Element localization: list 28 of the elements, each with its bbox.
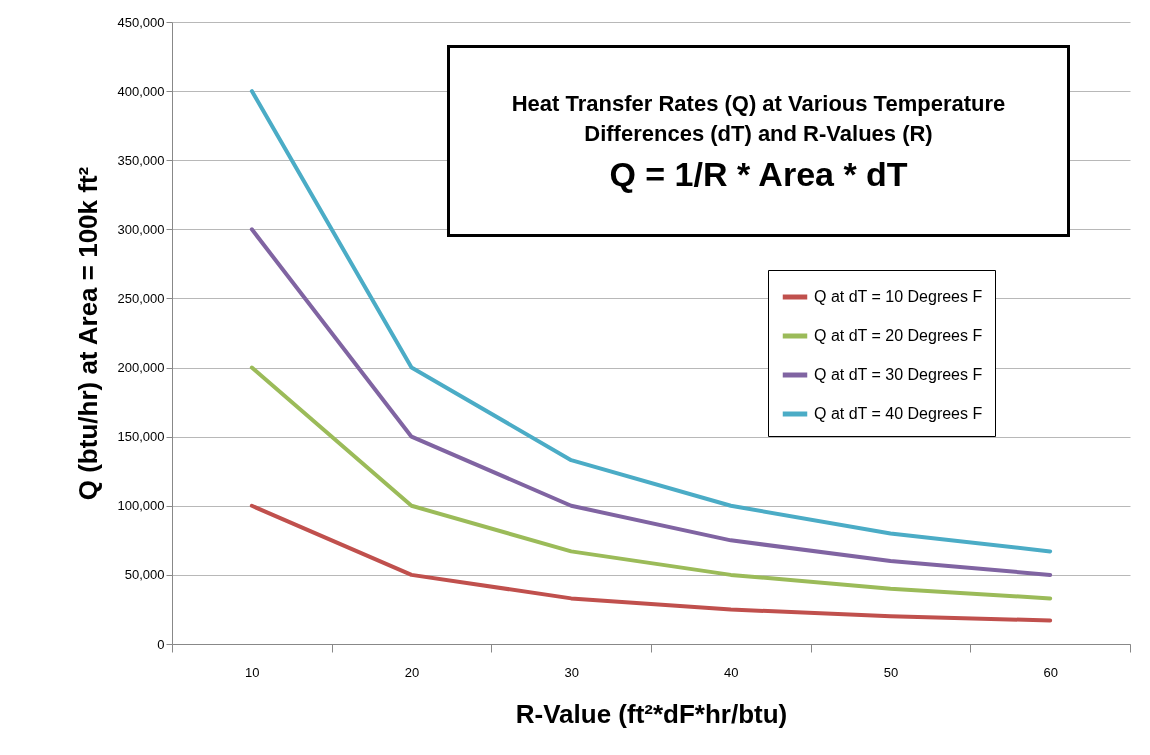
legend-label: Q at dT = 20 Degrees F [814, 327, 983, 344]
x-tick-label: 40 [724, 664, 739, 680]
x-tick-label: 10 [245, 664, 260, 680]
y-tick-label: 50,000 [124, 567, 165, 583]
x-tick-label: 50 [883, 664, 899, 680]
x-axis-title: R-Value (ft²*dF*hr/btu) [515, 698, 788, 729]
y-tick-label: 150,000 [117, 429, 165, 445]
y-axis-title: Q (btu/hr) at Area = 100k ft² [72, 166, 103, 501]
text: Q = 1/R * Area * dT [608, 154, 909, 194]
line-series [249, 227, 1053, 577]
x-tick-label: 60 [1043, 664, 1058, 680]
y-tick-label: 0 [157, 636, 165, 652]
legend-label: Q at dT = 30 Degrees F [814, 366, 983, 383]
line-series [249, 365, 1053, 601]
y-tick-label: 200,000 [117, 360, 165, 376]
y-tick-label: 100,000 [117, 498, 165, 514]
line-series [249, 89, 1053, 554]
y-tick-label: 350,000 [117, 152, 165, 168]
line-series [249, 503, 1053, 623]
y-tick-label: 450,000 [117, 14, 165, 30]
y-tick-label: 300,000 [117, 221, 165, 237]
text: Heat Transfer Rates (Q) at Various Temperature Differences (dT) and R-Values (R) [510, 89, 1007, 148]
legend-label: Q at dT = 10 Degrees F [814, 288, 983, 305]
y-tick-label: 250,000 [117, 290, 165, 306]
x-tick-label: 20 [404, 664, 420, 680]
y-tick-label: 400,000 [117, 83, 165, 99]
x-tick-label: 30 [564, 664, 579, 680]
legend-label: Q at dT = 40 Degrees F [814, 405, 983, 422]
